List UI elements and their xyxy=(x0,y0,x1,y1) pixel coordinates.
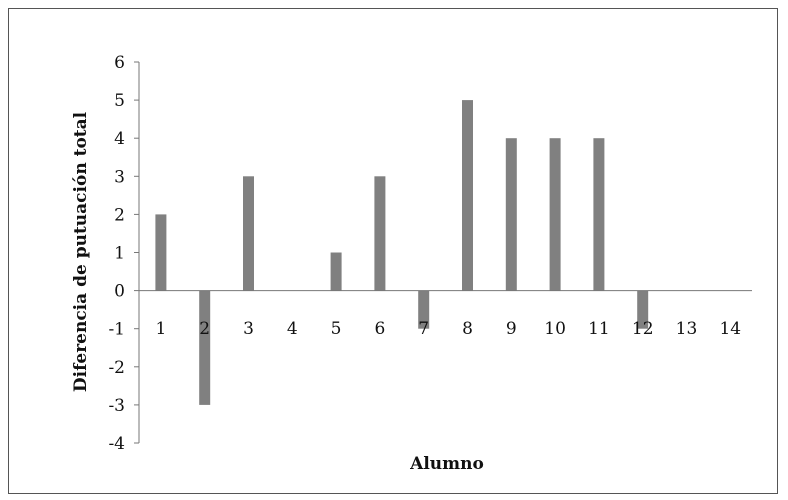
bar-8 xyxy=(462,100,473,291)
y-tick-label: -1 xyxy=(108,320,125,340)
x-tick-label: 5 xyxy=(331,319,342,339)
x-tick-label: 9 xyxy=(506,319,517,339)
x-tick-label: 14 xyxy=(719,319,741,339)
x-tick-label: 10 xyxy=(544,319,566,339)
y-tick-label: 5 xyxy=(114,91,125,111)
y-tick-label: -2 xyxy=(108,358,125,378)
x-tick-label: 8 xyxy=(462,319,473,339)
y-tick-label: 0 xyxy=(114,282,125,302)
x-tick-label: 12 xyxy=(632,319,654,339)
y-axis-ticks: 6 5 4 3 2 1 0 -1 -2 -3 -4 xyxy=(108,53,139,454)
y-tick-label: -3 xyxy=(108,396,125,416)
x-tick-label: 3 xyxy=(243,319,254,339)
bar-10 xyxy=(549,138,561,291)
bars xyxy=(155,100,649,405)
bar-11 xyxy=(593,138,605,291)
chart-frame xyxy=(8,8,778,494)
y-tick-label: 1 xyxy=(114,244,125,264)
y-tick-label: 4 xyxy=(114,129,125,149)
x-tick-label: 13 xyxy=(676,319,698,339)
bar-7 xyxy=(418,290,430,329)
bar-1 xyxy=(155,214,167,291)
x-tick-label: 4 xyxy=(287,319,298,339)
bar-5 xyxy=(330,252,342,291)
bar-9 xyxy=(505,138,517,291)
y-tick-label: 6 xyxy=(114,53,125,73)
bar-3 xyxy=(243,176,254,291)
y-tick-label: 2 xyxy=(114,205,125,225)
y-tick-label: -4 xyxy=(108,434,125,454)
bar-12 xyxy=(637,290,649,329)
x-axis-ticks: 1 2 3 4 5 6 7 8 9 10 11 12 13 14 xyxy=(155,319,741,339)
x-tick-label: 6 xyxy=(374,319,385,339)
x-tick-label: 1 xyxy=(155,319,166,339)
y-axis-title: Diferencia de putuación total xyxy=(71,111,91,392)
y-tick-label: 3 xyxy=(114,167,125,187)
x-axis-title: Alumno xyxy=(409,454,484,474)
bar-6 xyxy=(374,176,386,291)
x-tick-label: 2 xyxy=(199,319,210,339)
bar-2 xyxy=(199,290,211,405)
x-tick-label: 7 xyxy=(418,319,429,339)
x-tick-label: 11 xyxy=(588,319,610,339)
